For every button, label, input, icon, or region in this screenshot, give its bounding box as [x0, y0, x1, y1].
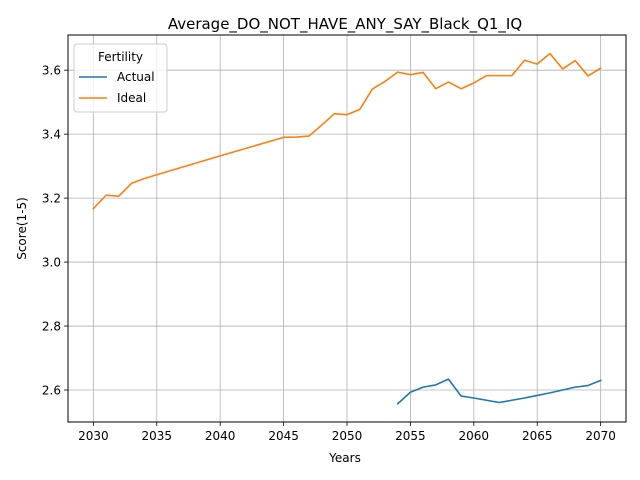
chart-title: Average_DO_NOT_HAVE_ANY_SAY_Black_Q1_IQ: [168, 15, 522, 34]
series-line-actual: [396, 378, 602, 405]
y-tick-label: 3.6: [42, 64, 61, 78]
x-axis-label: Years: [328, 451, 361, 465]
x-tick-label: 2040: [205, 429, 236, 443]
y-tick-label: 3.0: [42, 256, 61, 270]
x-tick-label: 2060: [459, 429, 490, 443]
legend-label-ideal: Ideal: [117, 91, 146, 105]
legend-title: Fertility: [98, 50, 143, 64]
legend-label-actual: Actual: [117, 70, 155, 84]
x-axis: 2030 2035 2040 2045 2050 2055 2060 2065 2070: [78, 422, 616, 443]
grid: [68, 35, 626, 422]
series-line-ideal: [92, 52, 602, 210]
x-tick-label: 2030: [78, 429, 109, 443]
y-tick-label: 3.2: [42, 192, 61, 206]
y-tick-label: 2.8: [42, 320, 61, 334]
y-axis-label: Score(1-5): [15, 197, 29, 260]
y-tick-label: 3.4: [42, 128, 61, 142]
x-tick-label: 2055: [395, 429, 426, 443]
y-axis: 2.6 2.8 3.0 3.2 3.4 3.6: [42, 64, 68, 398]
x-tick-label: 2035: [141, 429, 172, 443]
x-tick-label: 2065: [522, 429, 553, 443]
legend: Fertility Actual Ideal: [73, 43, 168, 113]
x-tick-label: 2070: [585, 429, 616, 443]
y-tick-label: 2.6: [42, 384, 61, 398]
series-layer: [92, 52, 602, 405]
legend-box: [73, 43, 168, 113]
x-tick-label: 2050: [332, 429, 363, 443]
x-tick-label: 2045: [268, 429, 299, 443]
